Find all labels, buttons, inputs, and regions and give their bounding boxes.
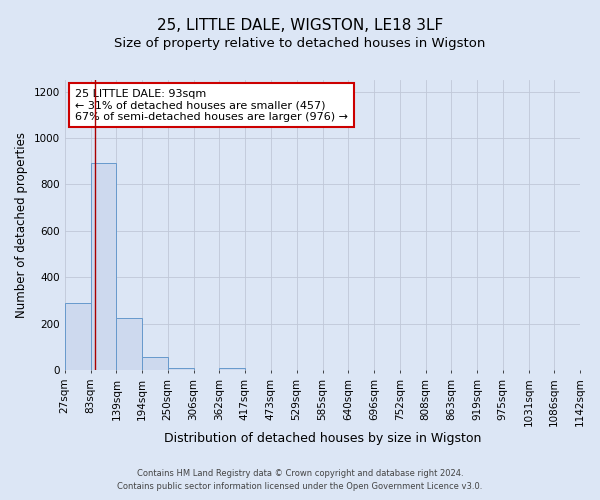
Y-axis label: Number of detached properties: Number of detached properties <box>15 132 28 318</box>
Bar <box>65 303 91 370</box>
Bar <box>220 368 245 370</box>
Bar <box>91 163 116 370</box>
Bar <box>168 368 194 370</box>
Bar <box>116 318 142 370</box>
Text: 25 LITTLE DALE: 93sqm
← 31% of detached houses are smaller (457)
67% of semi-det: 25 LITTLE DALE: 93sqm ← 31% of detached … <box>75 88 348 122</box>
Bar <box>142 358 168 370</box>
Text: Size of property relative to detached houses in Wigston: Size of property relative to detached ho… <box>115 38 485 51</box>
X-axis label: Distribution of detached houses by size in Wigston: Distribution of detached houses by size … <box>164 432 481 445</box>
Text: Contains public sector information licensed under the Open Government Licence v3: Contains public sector information licen… <box>118 482 482 491</box>
Text: Contains HM Land Registry data © Crown copyright and database right 2024.: Contains HM Land Registry data © Crown c… <box>137 468 463 477</box>
Text: 25, LITTLE DALE, WIGSTON, LE18 3LF: 25, LITTLE DALE, WIGSTON, LE18 3LF <box>157 18 443 32</box>
